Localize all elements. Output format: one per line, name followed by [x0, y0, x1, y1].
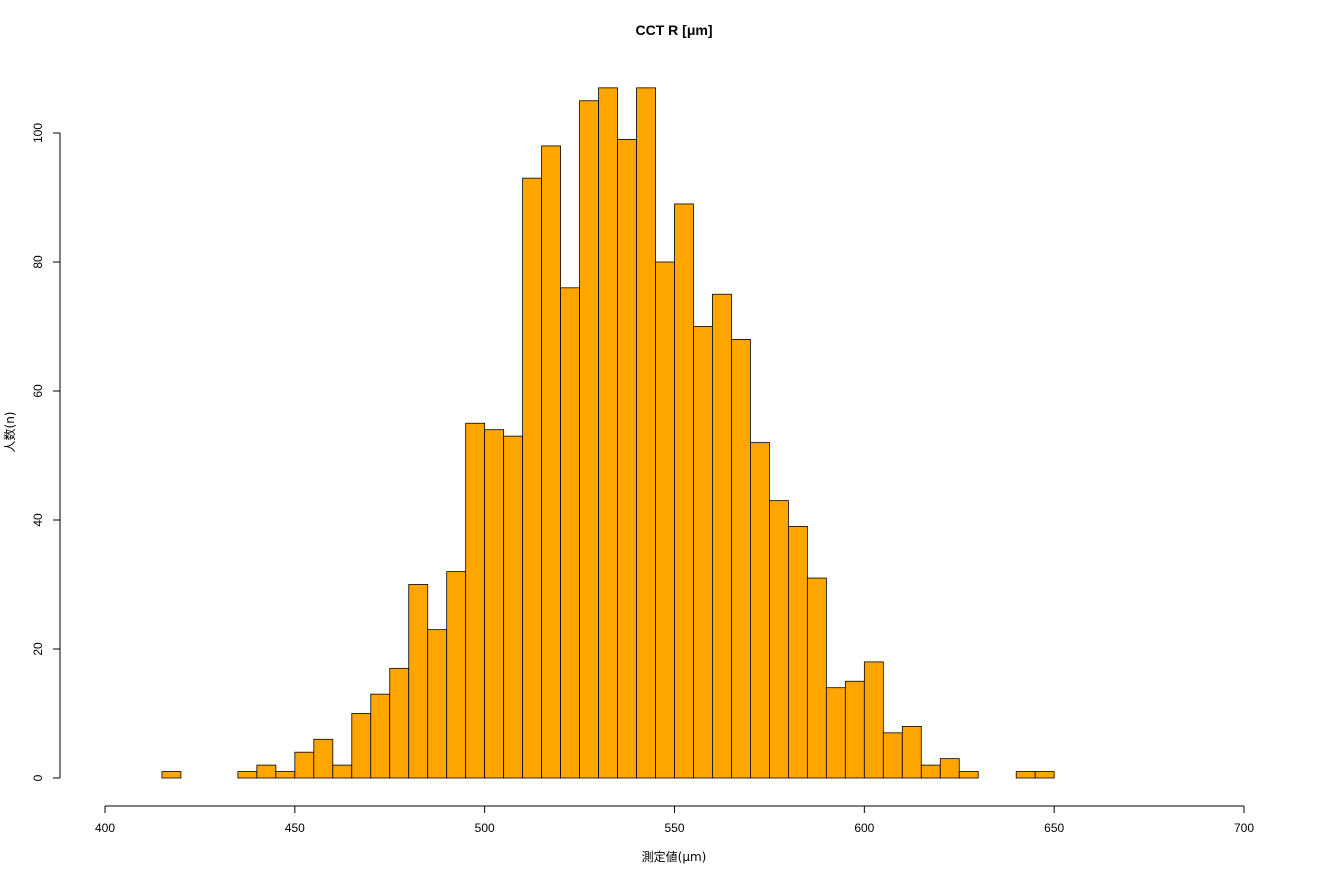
- histogram-bar: [446, 571, 467, 779]
- x-tick-label: 500: [475, 821, 495, 835]
- histogram-bar: [370, 693, 391, 779]
- histogram-bar: [655, 261, 675, 779]
- histogram-bar: [958, 771, 979, 779]
- histogram-bar: [256, 764, 277, 779]
- histogram-bar: [636, 87, 656, 779]
- histogram-bar: [237, 771, 258, 779]
- histogram-bar: [579, 100, 599, 779]
- histogram-bar: [825, 687, 846, 779]
- histogram-bar: [882, 732, 903, 779]
- x-tick-label: 600: [854, 821, 874, 835]
- histogram-bar: [693, 326, 713, 779]
- x-tick-label: 550: [664, 821, 684, 835]
- histogram-bar: [769, 500, 789, 779]
- histogram-bar: [484, 429, 505, 779]
- histogram-bar: [1034, 771, 1055, 779]
- histogram-bar: [541, 145, 561, 779]
- histogram-bar: [503, 435, 524, 779]
- histogram-bar: [522, 177, 543, 779]
- y-tick-label: 60: [31, 384, 45, 398]
- y-tick-label: 80: [31, 255, 45, 269]
- histogram-bar: [389, 667, 410, 779]
- x-axis: 400 450 500 550 600 650 700: [95, 805, 1254, 835]
- histogram-bar: [1015, 771, 1036, 779]
- x-tick-label: 700: [1234, 821, 1254, 835]
- histogram-bar: [332, 764, 353, 779]
- histogram-bar: [427, 629, 448, 779]
- histogram-bar: [806, 577, 827, 779]
- histogram-bar: [560, 287, 580, 779]
- histogram-bar: [863, 661, 884, 779]
- histogram-bar: [920, 764, 941, 779]
- y-tick-label: 0: [31, 774, 45, 781]
- histogram-bar: [731, 338, 751, 779]
- bars-group: [161, 87, 1055, 779]
- histogram-bar: [712, 293, 732, 779]
- x-axis-label: 測定値(μm): [642, 849, 707, 864]
- y-axis-label: 人数(n): [2, 412, 17, 453]
- histogram-bar: [465, 422, 486, 779]
- histogram-bar: [788, 526, 808, 779]
- histogram-bar: [351, 713, 372, 779]
- y-tick-label: 20: [31, 642, 45, 656]
- x-tick-label: 400: [95, 821, 115, 835]
- y-axis: 0 20 40 60 80 100: [31, 123, 61, 781]
- y-tick-label: 100: [31, 123, 45, 143]
- histogram-bar: [313, 738, 334, 779]
- x-tick-label: 450: [285, 821, 305, 835]
- chart-title: CCT R [μm]: [636, 22, 713, 38]
- histogram-bar: [598, 87, 618, 779]
- histogram-bar: [408, 584, 429, 779]
- histogram-bar: [161, 771, 182, 779]
- x-tick-label: 650: [1044, 821, 1064, 835]
- y-tick-label: 40: [31, 513, 45, 527]
- histogram-bar: [294, 751, 315, 779]
- histogram-bar: [674, 203, 694, 779]
- histogram-bar: [901, 726, 922, 779]
- histogram-bar: [844, 680, 865, 779]
- histogram-bar: [275, 771, 296, 779]
- histogram-bar: [939, 758, 960, 779]
- histogram-bar: [617, 139, 637, 779]
- histogram-bar: [750, 442, 770, 779]
